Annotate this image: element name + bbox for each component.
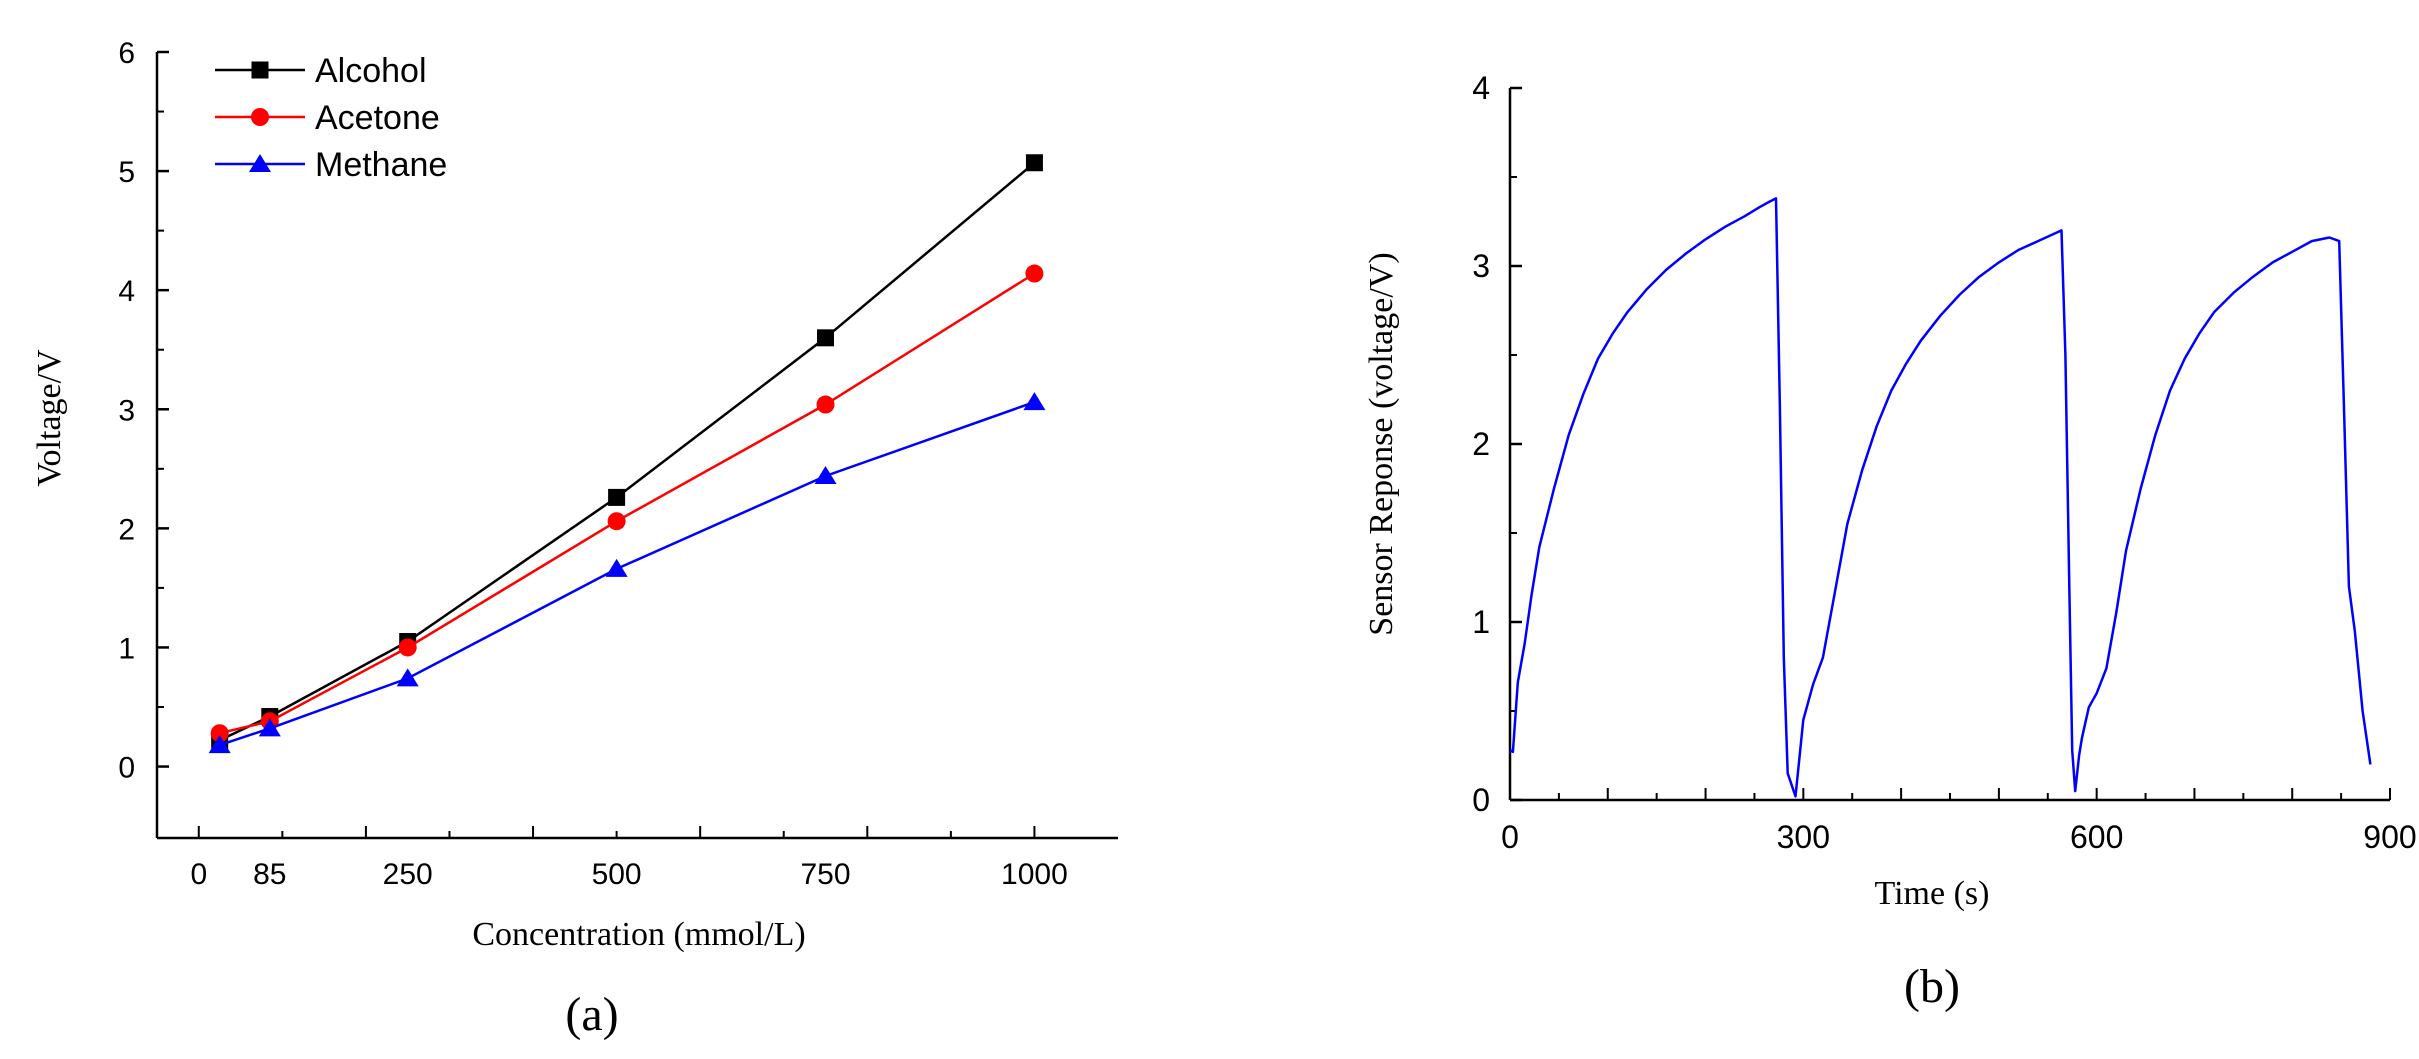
panel-b-y-tick-label: 2 — [1472, 426, 1490, 462]
panel-b-y-tick-label: 1 — [1472, 604, 1490, 640]
panel-b-caption: (b) — [1904, 960, 1960, 1013]
panel-b-x-tick-label: 600 — [2070, 819, 2123, 855]
data-point-methane — [605, 558, 628, 577]
panel-a-x-tick-label: 500 — [592, 858, 642, 891]
legend-marker-acetone — [251, 108, 269, 126]
panel-a-x-label: Concentration (mmol/L) — [472, 916, 805, 953]
data-point-alcohol — [1025, 154, 1043, 172]
series-line-alcohol — [219, 161, 1036, 742]
panel-a-y-tick-label: 0 — [118, 752, 135, 785]
panel-a-x-tick-label: 250 — [383, 858, 433, 891]
panel-b-x-ticks: 0 300 600 900 — [1501, 788, 2417, 855]
panel-b-y-tick-label: 4 — [1472, 70, 1490, 106]
panel-a: 0 1 2 3 4 5 6 0 85 250 500 750 1000 Alcohol Acetone M… — [31, 37, 1118, 1041]
panel-a-y-label: Voltage/V — [31, 349, 68, 487]
data-point-acetone — [607, 512, 626, 531]
data-point-acetone — [1025, 264, 1044, 283]
panel-a-x-tick-label: 1000 — [1001, 858, 1068, 891]
legend-label-alcohol: Alcohol — [315, 52, 427, 90]
panel-b-x-tick-label: 0 — [1501, 819, 1519, 855]
data-point-methane — [396, 668, 419, 687]
panel-b-x-tick-label: 900 — [2363, 819, 2416, 855]
data-point-methane — [814, 465, 837, 484]
data-point-methane — [258, 718, 281, 737]
legend-marker-alcohol — [251, 61, 269, 79]
data-point-methane — [208, 735, 231, 754]
panel-a-y-tick-label: 5 — [118, 156, 135, 189]
panel-a-caption: (a) — [565, 988, 618, 1041]
panel-a-x-ticks: 0 85 250 500 750 1000 — [190, 826, 1068, 891]
data-point-acetone — [398, 638, 417, 657]
panel-a-x-tick-label: 750 — [800, 858, 850, 891]
panel-b-y-tick-label: 3 — [1472, 248, 1490, 284]
panel-b: 0 1 2 3 4 0 300 600 900 Time (s) Sensor Reponse… — [1363, 70, 2417, 1013]
panel-b-series — [1509, 197, 2372, 798]
panel-a-legend: Alcohol Acetone Methane — [215, 52, 447, 184]
legend-label-methane: Methane — [315, 146, 447, 184]
panel-a-y-tick-label: 6 — [118, 37, 135, 70]
panel-b-x-tick-label: 300 — [1777, 819, 1830, 855]
data-point-acetone — [210, 724, 229, 743]
panel-a-series — [208, 154, 1046, 754]
series-line-acetone — [219, 272, 1036, 735]
data-point-alcohol — [817, 329, 835, 347]
legend-marker-methane — [249, 154, 271, 172]
series-line-methane — [219, 400, 1035, 747]
panel-a-y-tick-label: 1 — [118, 632, 135, 665]
panel-b-y-ticks: 0 1 2 3 4 — [1472, 70, 1522, 818]
panel-a-x-tick-label: 0 — [190, 858, 207, 891]
panel-a-y-tick-label: 3 — [118, 394, 135, 427]
data-point-methane — [1023, 392, 1046, 411]
panel-a-y-tick-label: 4 — [118, 275, 135, 308]
panel-a-y-ticks: 0 1 2 3 4 5 6 — [118, 37, 169, 785]
data-point-alcohol — [608, 488, 626, 506]
panel-b-x-label: Time (s) — [1875, 875, 1990, 912]
series-line-sensor-response — [1509, 197, 2372, 798]
panel-a-x-tick-label: 85 — [253, 858, 286, 891]
panel-b-y-label: Sensor Reponse (voltage/V) — [1363, 252, 1400, 635]
data-point-acetone — [816, 395, 835, 414]
panel-a-y-tick-label: 2 — [118, 513, 135, 546]
panel-b-y-tick-label: 0 — [1472, 782, 1490, 818]
legend-label-acetone: Acetone — [315, 99, 440, 137]
